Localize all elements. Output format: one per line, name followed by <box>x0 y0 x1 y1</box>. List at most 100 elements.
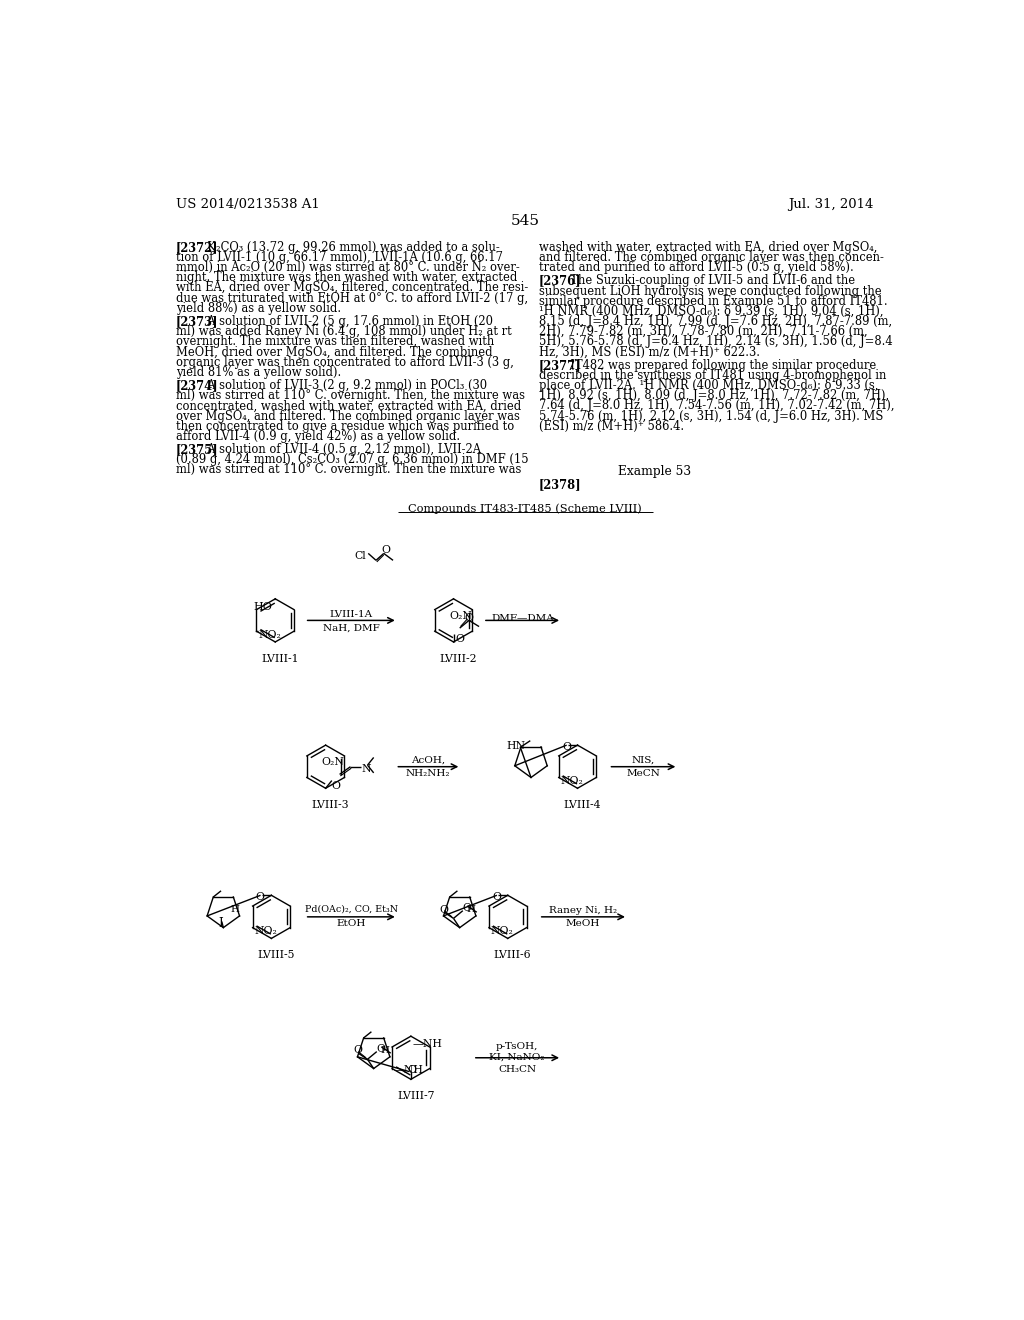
Text: described in the synthesis of IT481 using 4-bromophenol in: described in the synthesis of IT481 usin… <box>539 368 886 381</box>
Text: ¹H NMR (400 MHz, DMSO-d₆): δ 9.39 (s, 1H), 9.04 (s, 1H),: ¹H NMR (400 MHz, DMSO-d₆): δ 9.39 (s, 1H… <box>539 305 884 318</box>
Text: washed with water, extracted with EA, dried over MgSO₄,: washed with water, extracted with EA, dr… <box>539 240 878 253</box>
Text: yield 81% as a yellow solid).: yield 81% as a yellow solid). <box>176 366 341 379</box>
Text: ml) was stirred at 110° C. overnight. Then the mixture was: ml) was stirred at 110° C. overnight. Th… <box>176 463 521 477</box>
Text: afford LVII-4 (0.9 g, yield 42%) as a yellow solid.: afford LVII-4 (0.9 g, yield 42%) as a ye… <box>176 430 460 444</box>
Text: trated and purified to afford LVII-5 (0.5 g, yield 58%).: trated and purified to afford LVII-5 (0.… <box>539 261 853 275</box>
Text: place of LVII-2A. ¹H NMR (400 MHz, DMSO-d₆): δ 9.33 (s,: place of LVII-2A. ¹H NMR (400 MHz, DMSO-… <box>539 379 879 392</box>
Text: O: O <box>408 1065 417 1076</box>
Text: NO₂: NO₂ <box>258 630 281 640</box>
Text: (ESI) m/z (M+H)⁺ 586.4.: (ESI) m/z (M+H)⁺ 586.4. <box>539 420 684 433</box>
Text: subsequent LiOH hydrolysis were conducted following the: subsequent LiOH hydrolysis were conducte… <box>539 285 882 297</box>
Text: 8.15 (d, J=8.4 Hz, 1H), 7.99 (d, J=7.6 Hz, 2H), 7.87-7.89 (m,: 8.15 (d, J=8.4 Hz, 1H), 7.99 (d, J=7.6 H… <box>539 315 892 327</box>
Text: O: O <box>463 903 472 913</box>
Text: O: O <box>332 780 341 791</box>
Text: AcOH,: AcOH, <box>411 756 445 764</box>
Text: O: O <box>455 635 464 644</box>
Text: A solution of LVII-2 (5 g, 17.6 mmol) in EtOH (20: A solution of LVII-2 (5 g, 17.6 mmol) in… <box>201 315 494 327</box>
Text: H: H <box>230 904 240 913</box>
Text: Cl: Cl <box>354 552 366 561</box>
Text: night. The mixture was then washed with water, extracted: night. The mixture was then washed with … <box>176 272 517 284</box>
Text: H: H <box>467 904 475 913</box>
Text: LVIII-7: LVIII-7 <box>397 1090 434 1101</box>
Text: N: N <box>361 763 371 774</box>
Text: Raney Ni, H₂: Raney Ni, H₂ <box>549 906 617 915</box>
Text: A solution of LVII-4 (0.5 g, 2.12 mmol), LVII-2A: A solution of LVII-4 (0.5 g, 2.12 mmol),… <box>201 444 481 457</box>
Text: KI, NaNO₂: KI, NaNO₂ <box>489 1053 545 1063</box>
Text: A solution of LVII-3 (2 g, 9.2 mmol) in POCl₃ (30: A solution of LVII-3 (2 g, 9.2 mmol) in … <box>201 379 487 392</box>
Text: (0.89 g, 4.24 mmol), Cs₂CO₃ (2.07 g, 6.36 mmol) in DMF (15: (0.89 g, 4.24 mmol), Cs₂CO₃ (2.07 g, 6.3… <box>176 453 528 466</box>
Text: [2372]: [2372] <box>176 240 218 253</box>
Text: HN: HN <box>506 741 525 751</box>
Text: LVIII-2: LVIII-2 <box>439 653 477 664</box>
Text: [2377]: [2377] <box>539 359 582 372</box>
Text: EtOH: EtOH <box>337 919 366 928</box>
Text: overnight. The mixture was then filtered, washed with: overnight. The mixture was then filtered… <box>176 335 495 348</box>
Text: organic layer was then concentrated to afford LVII-3 (3 g,: organic layer was then concentrated to a… <box>176 355 514 368</box>
Text: US 2014/0213538 A1: US 2014/0213538 A1 <box>176 198 319 211</box>
Text: LVIII-3: LVIII-3 <box>311 800 349 809</box>
Text: 5H), 5.76-5.78 (d, J=6.4 Hz, 1H), 2.14 (s, 3H), 1.56 (d, J=8.4: 5H), 5.76-5.78 (d, J=6.4 Hz, 1H), 2.14 (… <box>539 335 892 348</box>
Text: 5.74-5.76 (m, 1H), 2.12 (s, 3H), 1.54 (d, J=6.0 Hz, 3H). MS: 5.74-5.76 (m, 1H), 2.12 (s, 3H), 1.54 (d… <box>539 409 883 422</box>
Text: and filtered. The combined organic layer was then concen-: and filtered. The combined organic layer… <box>539 251 884 264</box>
Text: then concentrated to give a residue which was purified to: then concentrated to give a residue whic… <box>176 420 514 433</box>
Text: O: O <box>381 545 390 554</box>
Text: [2373]: [2373] <box>176 315 218 327</box>
Text: K₂CO₃ (13.72 g, 99.26 mmol) was added to a solu-: K₂CO₃ (13.72 g, 99.26 mmol) was added to… <box>201 240 500 253</box>
Text: O: O <box>256 892 265 902</box>
Text: yield 88%) as a yellow solid.: yield 88%) as a yellow solid. <box>176 302 341 314</box>
Text: mmol) in Ac₂O (20 ml) was stirred at 80° C. under N₂ over-: mmol) in Ac₂O (20 ml) was stirred at 80°… <box>176 261 520 275</box>
Text: 1H), 8.92 (s, 1H), 8.09 (d, J=8.0 Hz, 1H), 7.72-7.82 (m, 7H),: 1H), 8.92 (s, 1H), 8.09 (d, J=8.0 Hz, 1H… <box>539 389 889 403</box>
Text: concentrated, washed with water, extracted with EA, dried: concentrated, washed with water, extract… <box>176 400 521 412</box>
Text: [2374]: [2374] <box>176 379 219 392</box>
Text: —NH: —NH <box>393 1065 424 1076</box>
Text: 545: 545 <box>510 214 540 228</box>
Text: DMF—DMA: DMF—DMA <box>492 614 554 623</box>
Text: NO₂: NO₂ <box>490 927 513 936</box>
Text: The Suzuki-coupling of LVII-5 and LVII-6 and the: The Suzuki-coupling of LVII-5 and LVII-6… <box>563 275 855 288</box>
Text: with EA, dried over MgSO₄, filtered, concentrated. The resi-: with EA, dried over MgSO₄, filtered, con… <box>176 281 528 294</box>
Text: HO: HO <box>254 602 272 612</box>
Text: Hz, 3H), MS (ESI) m/z (M+H)⁺ 622.3.: Hz, 3H), MS (ESI) m/z (M+H)⁺ 622.3. <box>539 346 760 359</box>
Text: NO₂: NO₂ <box>254 927 278 936</box>
Text: due was triturated with EtOH at 0° C. to afford LVII-2 (17 g,: due was triturated with EtOH at 0° C. to… <box>176 292 528 305</box>
Text: I: I <box>219 917 223 929</box>
Text: —NH: —NH <box>413 1039 442 1049</box>
Text: 7.64 (d, J=8.0 Hz, 1H), 7.54-7.56 (m, 1H), 7.02-7.42 (m, 7H),: 7.64 (d, J=8.0 Hz, 1H), 7.54-7.56 (m, 1H… <box>539 400 894 412</box>
Text: NO₂: NO₂ <box>560 776 583 785</box>
Text: H: H <box>381 1045 389 1055</box>
Text: [2375]: [2375] <box>176 444 219 457</box>
Text: tion of LVII-1 (10 g, 66.17 mmol), LVII-1A (10.6 g, 66.17: tion of LVII-1 (10 g, 66.17 mmol), LVII-… <box>176 251 503 264</box>
Text: LVIII-6: LVIII-6 <box>494 950 531 960</box>
Text: Pd(OAc)₂, CO, Et₃N: Pd(OAc)₂, CO, Et₃N <box>304 904 397 913</box>
Text: [2378]: [2378] <box>539 478 582 491</box>
Text: O: O <box>493 892 502 902</box>
Text: IT482 was prepared following the similar procedure: IT482 was prepared following the similar… <box>563 359 877 372</box>
Text: NaH, DMF: NaH, DMF <box>323 623 380 632</box>
Text: O: O <box>353 1045 362 1056</box>
Text: O: O <box>464 612 473 623</box>
Text: Jul. 31, 2014: Jul. 31, 2014 <box>788 198 873 211</box>
Text: Example 53: Example 53 <box>618 465 691 478</box>
Text: CH₃CN: CH₃CN <box>498 1065 537 1074</box>
Text: MeOH, dried over MgSO₄, and filtered. The combined: MeOH, dried over MgSO₄, and filtered. Th… <box>176 346 493 359</box>
Text: over MgSO₄, and filtered. The combined organic layer was: over MgSO₄, and filtered. The combined o… <box>176 409 520 422</box>
Text: ml) was added Raney Ni (6.4 g, 108 mmol) under H₂ at rt: ml) was added Raney Ni (6.4 g, 108 mmol)… <box>176 325 512 338</box>
Text: p-TsOH,: p-TsOH, <box>496 1043 539 1051</box>
Text: LVIII-1: LVIII-1 <box>261 653 299 664</box>
Text: O₂N: O₂N <box>450 611 472 622</box>
Text: MeOH: MeOH <box>565 919 600 928</box>
Text: ml) was stirred at 110° C. overnight. Then, the mixture was: ml) was stirred at 110° C. overnight. Th… <box>176 389 525 403</box>
Text: MeCN: MeCN <box>627 770 660 777</box>
Text: O₂N: O₂N <box>322 758 344 767</box>
Text: Compounds IT483-IT485 (Scheme LVIII): Compounds IT483-IT485 (Scheme LVIII) <box>408 503 642 513</box>
Text: 2H), 7.79-7.82 (m, 3H), 7.78-7.80 (m, 2H), 7.11-7.66 (m,: 2H), 7.79-7.82 (m, 3H), 7.78-7.80 (m, 2H… <box>539 325 867 338</box>
Text: O: O <box>439 904 449 915</box>
Text: NH₂NH₂: NH₂NH₂ <box>406 770 451 777</box>
Text: LVIII-4: LVIII-4 <box>563 800 601 809</box>
Text: O: O <box>562 742 571 752</box>
Text: LVIII-5: LVIII-5 <box>257 950 295 960</box>
Text: LVIII-1A: LVIII-1A <box>330 610 373 619</box>
Text: similar procedure described in Example 51 to afford IT481.: similar procedure described in Example 5… <box>539 294 888 308</box>
Text: O: O <box>377 1044 386 1053</box>
Text: NIS,: NIS, <box>632 756 655 764</box>
